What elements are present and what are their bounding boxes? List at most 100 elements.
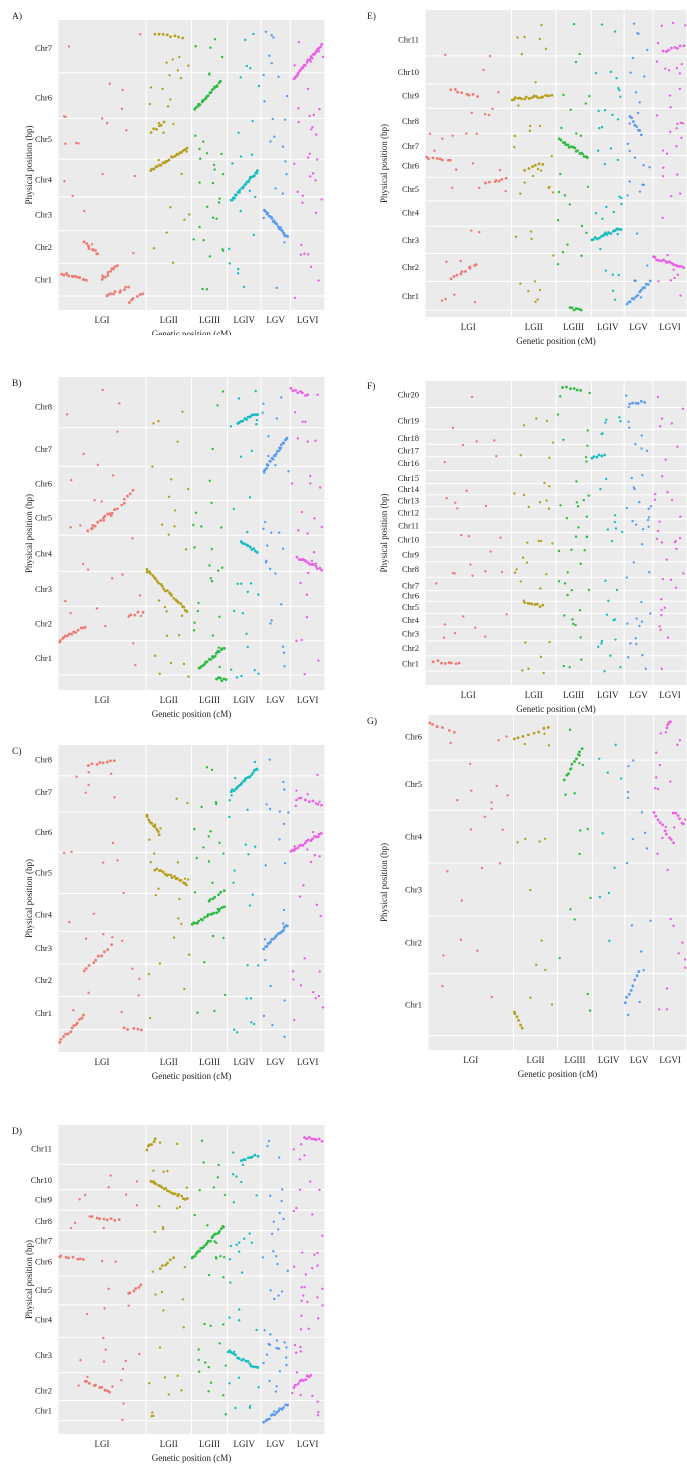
- data-point: [672, 841, 675, 845]
- y-tick-label: Chr9: [402, 549, 419, 559]
- data-point: [639, 296, 643, 299]
- data-point: [262, 402, 265, 405]
- data-point: [213, 168, 216, 171]
- data-point: [115, 264, 119, 268]
- data-point: [157, 32, 161, 36]
- data-point: [513, 492, 516, 495]
- data-point: [218, 907, 222, 911]
- data-point: [535, 602, 539, 606]
- data-point: [118, 402, 121, 405]
- data-point: [317, 279, 320, 282]
- data-point: [262, 947, 266, 951]
- data-point: [303, 1285, 306, 1289]
- data-point: [181, 1298, 185, 1301]
- data-point: [177, 633, 181, 637]
- x-tick-label: LGII: [526, 1055, 544, 1065]
- data-point: [196, 609, 200, 613]
- data-point: [669, 105, 672, 109]
- data-point: [642, 968, 645, 972]
- data-point: [608, 939, 611, 943]
- data-point: [244, 182, 248, 186]
- data-point: [537, 539, 540, 543]
- data-point: [123, 501, 126, 505]
- data-point: [545, 419, 549, 423]
- data-point: [211, 447, 214, 451]
- data-point: [280, 1199, 283, 1203]
- data-point: [306, 561, 310, 565]
- data-point: [277, 1409, 281, 1413]
- data-point: [84, 278, 88, 282]
- data-point: [285, 94, 289, 98]
- data-point: [58, 639, 62, 642]
- data-point: [148, 1381, 151, 1385]
- data-point: [180, 1389, 183, 1392]
- data-point: [570, 306, 574, 310]
- data-point: [148, 838, 151, 841]
- data-point: [202, 846, 205, 849]
- data-point: [153, 654, 157, 657]
- data-point: [185, 150, 188, 153]
- data-point: [131, 967, 134, 970]
- data-point: [661, 149, 665, 152]
- data-point: [188, 953, 191, 956]
- data-point: [310, 837, 314, 841]
- panel-d: D) Chr1 Chr2 Chr3 Chr4 Chr5 Chr6 Chr7 Chr8 Chr9 Ch…: [10, 1120, 345, 1479]
- data-point: [238, 188, 242, 192]
- data-point: [660, 417, 664, 420]
- data-point: [477, 186, 481, 190]
- x-axis-label: Genetic position (cM): [518, 1069, 597, 1079]
- data-point: [250, 1155, 254, 1159]
- data-point: [626, 796, 630, 800]
- data-point: [222, 1323, 225, 1326]
- data-point: [586, 827, 589, 831]
- data-point: [100, 1385, 104, 1389]
- data-point: [311, 1394, 314, 1398]
- data-point: [212, 163, 216, 167]
- data-point: [173, 34, 177, 38]
- data-point: [155, 579, 159, 583]
- y-tick-label: Chr4: [35, 548, 53, 558]
- data-point: [64, 599, 67, 603]
- data-point: [476, 95, 480, 98]
- data-point: [281, 645, 285, 648]
- data-point: [647, 507, 650, 511]
- data-point: [213, 895, 217, 899]
- data-point: [62, 636, 65, 640]
- data-point: [617, 273, 620, 277]
- data-point: [308, 152, 312, 155]
- data-point: [565, 516, 569, 520]
- data-point: [152, 1414, 155, 1418]
- data-point: [523, 97, 527, 101]
- data-point: [222, 1394, 225, 1397]
- data-point: [120, 503, 124, 507]
- data-point: [112, 292, 115, 296]
- x-tick-label: LGIV: [597, 322, 619, 332]
- y-tick-label: Chr8: [35, 401, 52, 411]
- data-point: [314, 564, 318, 568]
- data-point: [131, 537, 134, 540]
- data-point: [306, 793, 309, 796]
- data-point: [542, 726, 546, 730]
- data-point: [632, 22, 636, 25]
- data-point: [95, 763, 99, 766]
- panel-label: E): [367, 11, 376, 22]
- y-tick-label: Chr4: [402, 615, 420, 625]
- data-point: [585, 460, 588, 463]
- data-point: [210, 501, 213, 505]
- data-point: [678, 44, 682, 48]
- data-point: [304, 420, 307, 423]
- data-point: [649, 919, 652, 922]
- data-point: [661, 577, 665, 581]
- data-point: [265, 803, 268, 806]
- data-point: [618, 195, 621, 198]
- data-point: [240, 1271, 244, 1274]
- data-point: [180, 150, 184, 154]
- y-tick-label: Chr7: [35, 444, 52, 454]
- data-point: [283, 664, 286, 668]
- data-point: [632, 120, 635, 123]
- data-point: [195, 921, 199, 925]
- data-point: [321, 1287, 324, 1291]
- data-point: [296, 190, 299, 194]
- data-point: [104, 275, 107, 279]
- data-point: [94, 958, 98, 962]
